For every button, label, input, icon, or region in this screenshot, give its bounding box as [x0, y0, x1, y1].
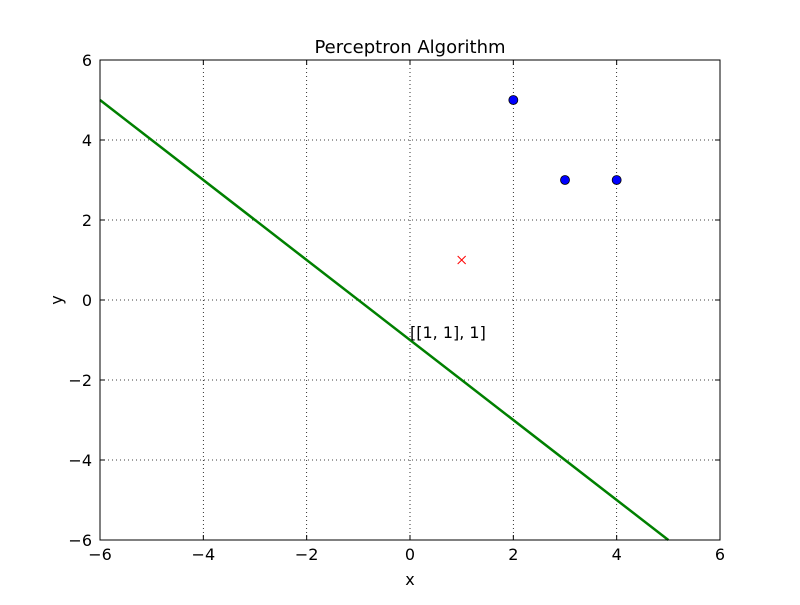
- grid: [100, 60, 720, 540]
- y-tick-label: −6: [68, 531, 92, 550]
- chart-title: Perceptron Algorithm: [314, 37, 505, 58]
- x-tick-label: 4: [612, 545, 622, 564]
- y-tick-label: 4: [82, 131, 92, 150]
- y-tick-label: −2: [68, 371, 92, 390]
- data-point-circle: [508, 95, 519, 105]
- x-tick-label: −4: [192, 545, 216, 564]
- y-tick-label: −4: [68, 451, 92, 470]
- y-tick-label: 2: [82, 211, 92, 230]
- x-tick-label: 6: [715, 545, 725, 564]
- y-tick-label: 0: [82, 291, 92, 310]
- marks: [99, 95, 670, 541]
- x-tick-label: 2: [508, 545, 518, 564]
- data-point-circle: [560, 175, 570, 185]
- x-tick-label: 0: [405, 545, 415, 564]
- x-tick-label: −2: [295, 545, 319, 564]
- y-tick-label: 6: [82, 51, 92, 70]
- x-tick-label: −6: [88, 545, 112, 564]
- x-axis-label: x: [405, 570, 414, 589]
- ticks: −6 −4 −2 0 2 4 6 −6 −4 −2 0 2 4 6: [68, 51, 725, 564]
- data-point-x: [457, 255, 467, 265]
- decision-boundary-line: [99, 99, 670, 541]
- y-axis-label: y: [47, 295, 66, 304]
- annotation-label: [[1, 1], 1]: [410, 323, 486, 342]
- data-point-circle: [611, 175, 622, 185]
